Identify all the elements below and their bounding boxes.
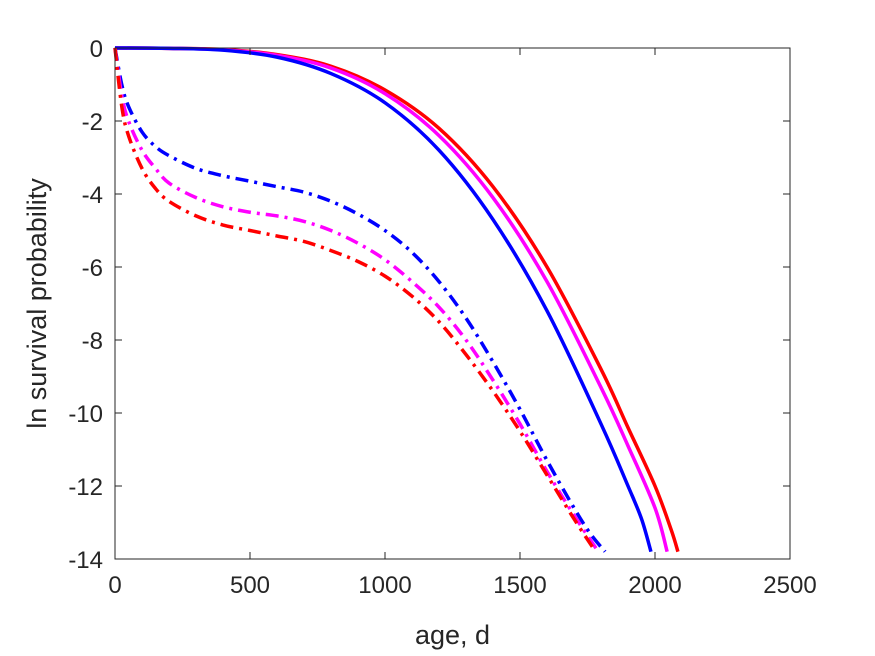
y-tick-label: 0 (90, 36, 103, 63)
series-line-dashdot-red (113, 47, 598, 553)
y-tick-label: -6 (82, 255, 103, 282)
x-tick-label: 500 (230, 572, 270, 599)
y-tick-label: -12 (68, 474, 103, 501)
x-tick-label: 1000 (358, 572, 411, 599)
x-tick-label: 0 (108, 572, 121, 599)
series-line-dashdot-blue (113, 47, 607, 553)
plot-frame (114, 47, 791, 560)
ticks-layer (114, 47, 791, 560)
series-layer (113, 46, 680, 553)
plot-area (115, 48, 790, 559)
y-tick-label: -10 (68, 401, 103, 428)
tick-labels-layer: 0 500 1000 1500 2000 2500 0 -2 -4 -6 -8 -10 -12 -14 (68, 36, 816, 599)
x-tick-label: 2000 (628, 572, 681, 599)
y-tick-label: -4 (82, 182, 103, 209)
y-tick-label: -2 (82, 109, 103, 136)
y-axis-label: ln survival probability (22, 178, 52, 429)
y-tick-label: -14 (68, 547, 103, 574)
series-line-dashdot-magenta (113, 47, 600, 553)
x-tick-label: 2500 (763, 572, 816, 599)
y-tick-label: -8 (82, 328, 103, 355)
x-axis-label: age, d (415, 620, 490, 650)
series-line-solid-blue (114, 46, 653, 553)
x-tick-label: 1500 (493, 572, 546, 599)
